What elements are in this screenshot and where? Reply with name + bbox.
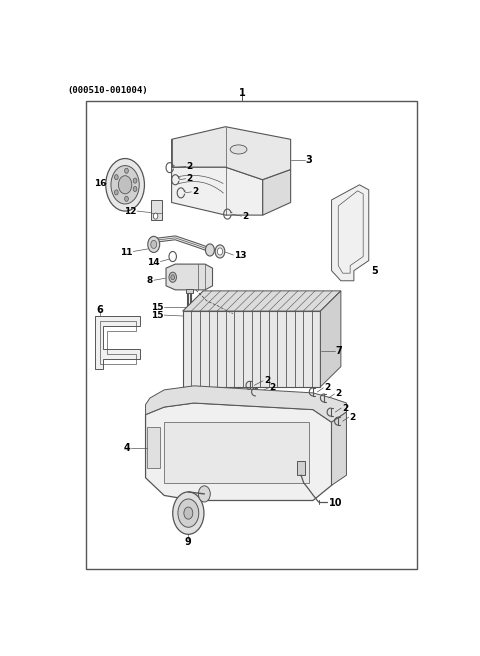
Polygon shape: [145, 386, 347, 422]
Text: 16: 16: [94, 179, 107, 188]
Circle shape: [154, 213, 158, 219]
Text: 2: 2: [186, 162, 193, 171]
Polygon shape: [96, 316, 140, 369]
Text: 2: 2: [349, 413, 356, 422]
Text: 2: 2: [324, 383, 330, 392]
Circle shape: [151, 240, 156, 249]
Text: 2: 2: [186, 174, 193, 183]
Text: 7: 7: [335, 346, 342, 356]
Circle shape: [178, 499, 199, 527]
Circle shape: [133, 178, 137, 183]
Text: 10: 10: [329, 498, 342, 508]
Text: 2: 2: [242, 212, 249, 220]
Text: 3: 3: [305, 155, 312, 165]
Polygon shape: [172, 127, 290, 180]
Circle shape: [184, 507, 193, 519]
Polygon shape: [172, 167, 263, 215]
Circle shape: [198, 486, 210, 502]
Circle shape: [133, 186, 137, 192]
Text: 2: 2: [335, 390, 342, 398]
Text: 2: 2: [192, 188, 198, 196]
Text: 14: 14: [147, 258, 160, 267]
Bar: [147, 427, 160, 468]
Text: 13: 13: [234, 251, 247, 260]
Text: 11: 11: [120, 248, 132, 257]
Circle shape: [169, 272, 177, 282]
Circle shape: [171, 275, 175, 279]
Circle shape: [106, 159, 144, 211]
Circle shape: [125, 196, 128, 201]
Polygon shape: [332, 185, 369, 281]
Circle shape: [111, 165, 139, 204]
Text: 8: 8: [147, 276, 153, 285]
Text: 1: 1: [239, 88, 246, 98]
Circle shape: [173, 492, 204, 535]
Circle shape: [114, 174, 118, 180]
Circle shape: [217, 248, 223, 255]
Circle shape: [205, 244, 215, 256]
Text: 2: 2: [269, 383, 276, 392]
Bar: [151, 200, 162, 220]
Polygon shape: [332, 412, 347, 485]
Circle shape: [119, 176, 132, 194]
Polygon shape: [145, 403, 332, 501]
Bar: [186, 318, 193, 322]
Text: 5: 5: [372, 266, 379, 276]
Text: 2: 2: [342, 403, 348, 413]
Polygon shape: [183, 291, 341, 311]
Bar: [297, 461, 305, 475]
Circle shape: [114, 190, 118, 195]
Circle shape: [148, 236, 160, 253]
Text: 9: 9: [185, 537, 192, 547]
Polygon shape: [321, 291, 341, 387]
Text: 6: 6: [96, 305, 103, 315]
Bar: [86, 102, 417, 569]
Bar: [186, 289, 193, 293]
Text: 2: 2: [264, 377, 270, 385]
Text: 4: 4: [123, 443, 130, 453]
Ellipse shape: [230, 145, 247, 154]
Circle shape: [215, 245, 225, 258]
Text: (000510-001004): (000510-001004): [67, 87, 148, 95]
Circle shape: [125, 168, 128, 173]
Bar: [164, 422, 309, 483]
Text: 15: 15: [151, 302, 163, 312]
Polygon shape: [166, 264, 213, 290]
Bar: [183, 311, 321, 387]
Text: 12: 12: [124, 207, 136, 216]
Polygon shape: [263, 170, 290, 215]
Text: 15: 15: [151, 311, 163, 319]
